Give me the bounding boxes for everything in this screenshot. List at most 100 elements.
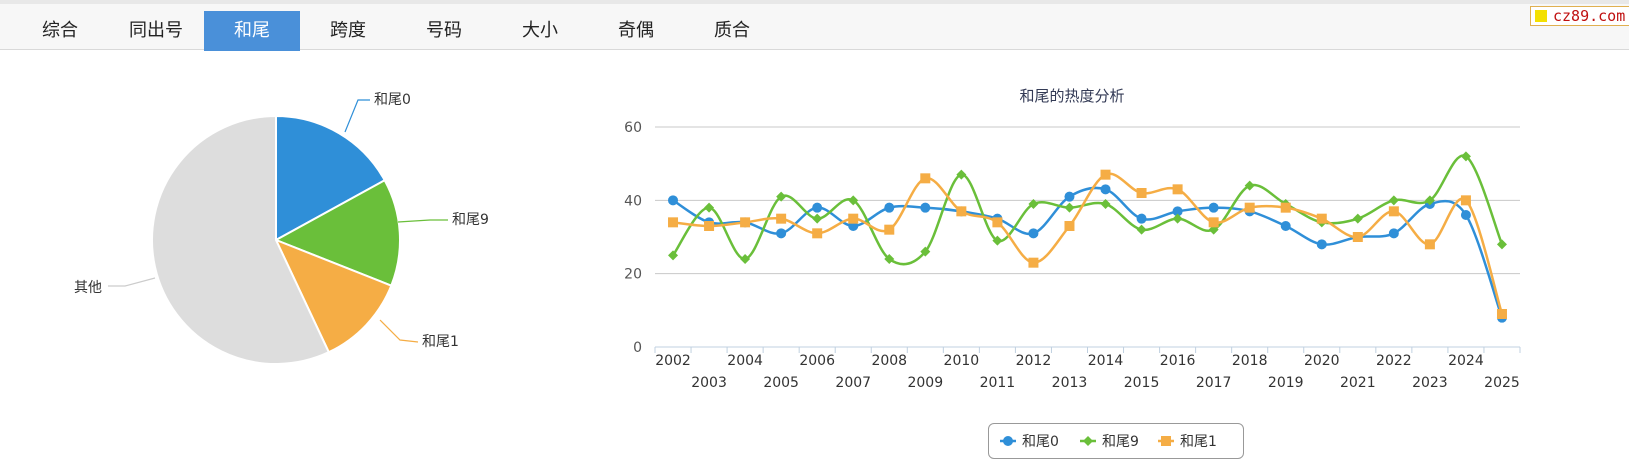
series-3 xyxy=(668,169,1507,319)
legend-items: 和尾0 和尾9 和尾1 xyxy=(1000,434,1217,450)
tab-8[interactable]: 质合 xyxy=(714,20,750,41)
series-2-point-2008 xyxy=(884,254,895,264)
site-brand-badge[interactable]: cz89.com xyxy=(1530,6,1629,26)
x-tick-label-2019: 2019 xyxy=(1268,375,1304,391)
series-3-point-2006 xyxy=(812,228,823,239)
x-tick-label-2016: 2016 xyxy=(1160,353,1196,369)
tab-3[interactable]: 和尾 xyxy=(204,11,300,51)
pie-leader-line-4 xyxy=(108,277,156,287)
line-chart-title: 和尾的热度分析 xyxy=(1019,87,1124,105)
y-tick-label-20: 20 xyxy=(624,267,642,283)
x-tick-label-2007: 2007 xyxy=(835,375,871,391)
series-1-point-2022 xyxy=(1388,228,1399,239)
series-3-point-2021 xyxy=(1352,232,1363,242)
x-tick-label-2005: 2005 xyxy=(763,375,799,391)
series-1-point-2006 xyxy=(812,202,823,213)
series-1-point-2020 xyxy=(1316,239,1327,250)
series-2-point-2024 xyxy=(1460,151,1471,162)
x-tick-label-2006: 2006 xyxy=(799,353,835,369)
series-3-point-2017 xyxy=(1208,217,1219,228)
x-tick-label-2012: 2012 xyxy=(1016,353,1052,369)
series-3-point-2018 xyxy=(1244,202,1255,213)
series-2-point-2015 xyxy=(1136,224,1147,235)
y-tick-label-40: 40 xyxy=(624,193,642,209)
series-1-point-2009 xyxy=(920,202,931,213)
series-2-point-2004 xyxy=(740,254,751,264)
series-2-point-2021 xyxy=(1352,213,1363,224)
series-3-point-2007 xyxy=(848,213,859,224)
series-1-point-2024 xyxy=(1460,210,1471,220)
series-3-point-2016 xyxy=(1172,184,1183,195)
series-3-point-2023 xyxy=(1424,239,1435,250)
pie-label-4: 其他 xyxy=(74,280,102,296)
series-1-point-2002 xyxy=(668,195,679,206)
series-1-point-2016 xyxy=(1172,206,1183,217)
series-2-point-2010 xyxy=(956,169,967,180)
tab-2[interactable]: 同出号 xyxy=(129,20,183,41)
series-3-point-2003 xyxy=(704,221,715,231)
legend-marker-1 xyxy=(1003,436,1013,446)
series-2 xyxy=(668,151,1507,266)
pie-label-1: 和尾0 xyxy=(374,92,411,108)
pie-leader-line-1 xyxy=(344,99,370,133)
line-chart: 和尾的热度分析020406020022003200420052006200720… xyxy=(624,87,1521,391)
series-2-point-2009 xyxy=(920,246,931,257)
top-navigation-bar: 综合 同出号 和尾 跨度 号码 大小 奇偶 质合 cz89.com xyxy=(0,0,1629,51)
series-2-point-2014 xyxy=(1100,199,1111,209)
pie-leader-line-2 xyxy=(397,219,448,223)
series-2-point-2005 xyxy=(776,191,787,202)
pie-slice-4 xyxy=(151,114,331,365)
series-1-point-2013 xyxy=(1064,191,1075,202)
series-3-point-2013 xyxy=(1064,221,1075,231)
x-tick-label-2022: 2022 xyxy=(1376,353,1412,369)
x-tick-label-2014: 2014 xyxy=(1088,353,1124,369)
tab-5[interactable]: 号码 xyxy=(426,20,462,41)
series-3-point-2002 xyxy=(668,217,679,228)
series-3-point-2011 xyxy=(992,217,1003,228)
x-tick-label-2021: 2021 xyxy=(1340,375,1376,391)
series-3-point-2019 xyxy=(1280,202,1291,213)
series-2-point-2006 xyxy=(812,213,823,224)
series-2-point-2023 xyxy=(1424,195,1435,206)
legend-marker-2 xyxy=(1083,436,1093,446)
pie-slice-1 xyxy=(275,114,387,242)
y-tick-label-60: 60 xyxy=(624,120,642,136)
series-2-point-2022 xyxy=(1388,195,1399,206)
series-2-point-2003 xyxy=(704,202,715,213)
x-tick-label-2011: 2011 xyxy=(980,375,1016,391)
series-2-point-2011 xyxy=(992,235,1003,246)
tab-4[interactable]: 跨度 xyxy=(330,20,366,41)
x-tick-label-2024: 2024 xyxy=(1448,353,1484,369)
pie-slice-3 xyxy=(274,238,393,354)
x-tick-label-2025: 2025 xyxy=(1484,375,1520,391)
legend-marker-3 xyxy=(1161,436,1171,446)
series-3-point-2015 xyxy=(1136,188,1147,198)
series-2-point-2002 xyxy=(668,250,679,261)
series-2-point-2018 xyxy=(1244,180,1255,191)
tab-7[interactable]: 奇偶 xyxy=(618,20,654,41)
series-1-point-2008 xyxy=(884,202,895,213)
tab-1[interactable]: 综合 xyxy=(42,20,78,41)
series-2-point-2007 xyxy=(848,195,859,206)
x-tick-label-2010: 2010 xyxy=(944,353,980,369)
series-3-point-2008 xyxy=(884,224,895,235)
series-1-point-2015 xyxy=(1136,213,1147,224)
x-tick-label-2008: 2008 xyxy=(871,353,907,369)
series-2-point-2013 xyxy=(1064,202,1075,213)
series-3-point-2014 xyxy=(1100,169,1111,180)
x-tick-label-2015: 2015 xyxy=(1124,375,1160,391)
series-3-point-2012 xyxy=(1028,257,1039,268)
series-1-point-2012 xyxy=(1028,228,1039,239)
series-1-point-2014 xyxy=(1100,184,1111,195)
series-3-point-2005 xyxy=(776,213,787,224)
tab-6[interactable]: 大小 xyxy=(522,20,558,41)
series-3-point-2025 xyxy=(1496,309,1507,319)
brand-square-icon xyxy=(1535,10,1547,22)
pie-label-3: 和尾1 xyxy=(422,334,459,350)
brand-text: cz89.com xyxy=(1553,7,1626,25)
series-3-point-2010 xyxy=(956,206,967,217)
x-tick-label-2023: 2023 xyxy=(1412,375,1448,391)
x-tick-label-2003: 2003 xyxy=(691,375,727,391)
pie-leader-line-3 xyxy=(379,319,419,343)
